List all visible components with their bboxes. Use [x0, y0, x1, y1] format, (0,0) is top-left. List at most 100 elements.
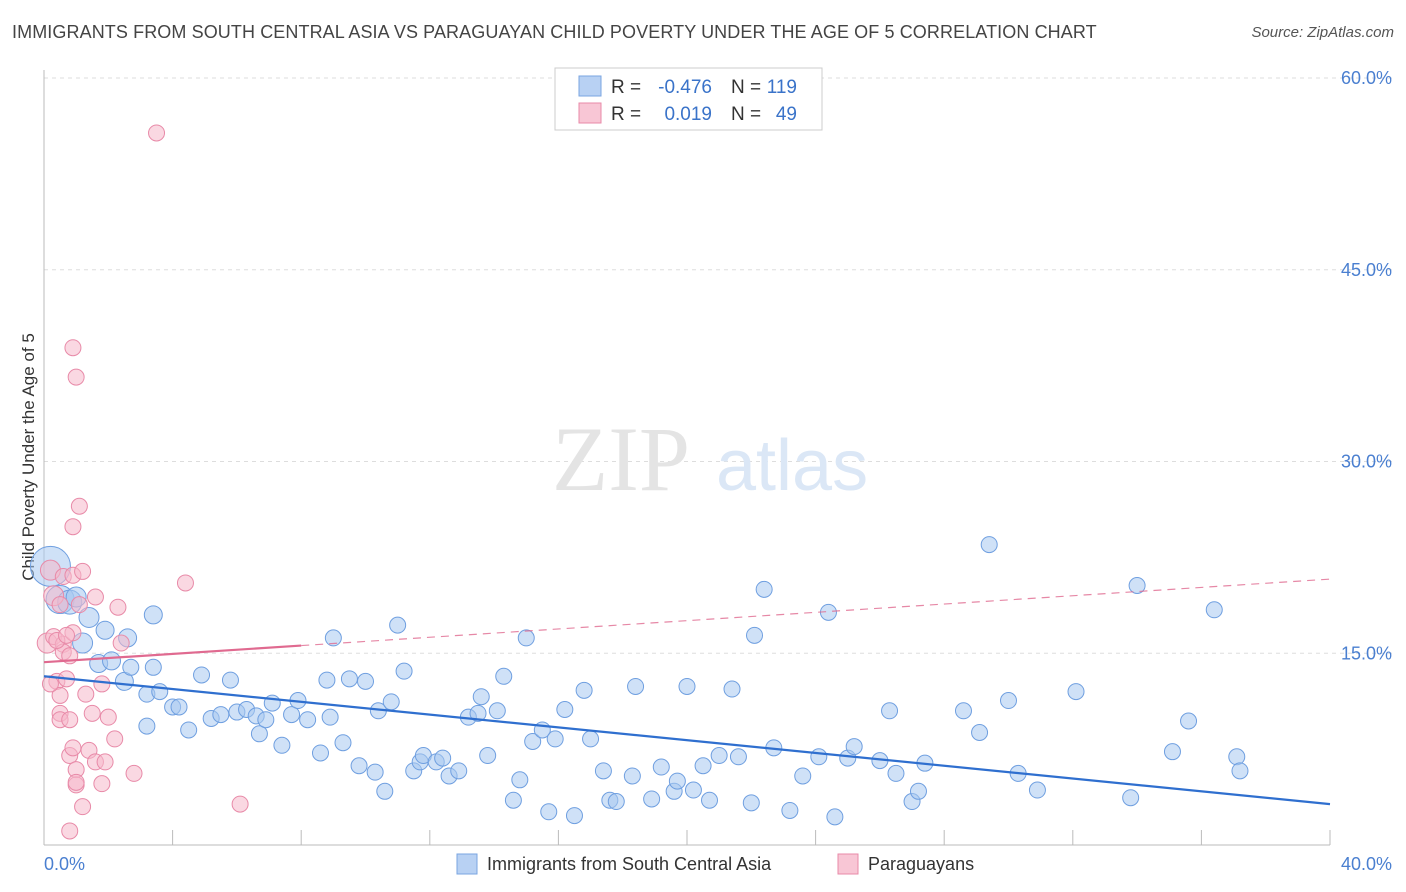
trend-lines [43, 578, 1331, 806]
point-immigrants [575, 681, 593, 699]
point-paraguayans [64, 518, 82, 536]
legend-swatch-pink [578, 102, 602, 124]
point-immigrants [472, 688, 490, 706]
point-immigrants [781, 801, 799, 819]
point-immigrants [1067, 683, 1085, 701]
point-immigrants [517, 629, 535, 647]
point-immigrants [746, 626, 764, 644]
legend-n-value-1: 119 [767, 77, 797, 98]
point-paraguayans [176, 574, 194, 592]
point-paraguayans [64, 739, 82, 757]
point-paraguayans [148, 124, 166, 142]
point-immigrants [755, 580, 773, 598]
point-immigrants [311, 744, 329, 762]
point-immigrants [954, 702, 972, 720]
point-immigrants [810, 748, 828, 766]
point-paraguayans [93, 675, 111, 693]
y-tick-labels: 15.0% 30.0% 45.0% 60.0% [1341, 68, 1392, 663]
stats-legend: R = -0.476 N = 119 R = 0.019 N = 49 [554, 67, 823, 131]
point-immigrants [318, 671, 336, 689]
trend-line-paraguayans-solid [43, 644, 302, 664]
point-paraguayans [93, 775, 111, 793]
point-immigrants [193, 666, 211, 684]
point-immigrants [376, 782, 394, 800]
point-immigrants [434, 749, 452, 767]
point-immigrants [971, 724, 989, 742]
watermark-zip: ZIP [552, 408, 690, 510]
point-immigrants [102, 651, 122, 671]
y-tick-label: 60.0% [1341, 68, 1392, 88]
point-immigrants [350, 757, 368, 775]
point-immigrants [1180, 712, 1198, 730]
point-paraguayans [109, 598, 127, 616]
point-immigrants [623, 767, 641, 785]
chart-title: IMMIGRANTS FROM SOUTH CENTRAL ASIA VS PA… [12, 22, 1097, 42]
point-immigrants [582, 730, 600, 748]
point-immigrants [1231, 762, 1249, 780]
point-immigrants [334, 734, 352, 752]
point-immigrants [382, 693, 400, 711]
point-paraguayans [58, 626, 76, 644]
point-immigrants [1228, 748, 1246, 766]
point-immigrants [389, 616, 407, 634]
legend-r-value-1: -0.476 [658, 77, 712, 98]
point-immigrants [257, 711, 275, 729]
grid-lines [44, 77, 1392, 654]
point-immigrants [250, 725, 268, 743]
point-immigrants [144, 658, 162, 676]
point-immigrants [495, 667, 513, 685]
point-immigrants [299, 711, 317, 729]
point-immigrants [524, 732, 542, 750]
point-immigrants [95, 620, 115, 640]
point-immigrants [1028, 781, 1046, 799]
point-immigrants [565, 807, 583, 825]
point-immigrants [122, 658, 140, 676]
point-immigrants [395, 662, 413, 680]
source-credit: Source: ZipAtlas.com [1251, 24, 1394, 41]
point-paraguayans [83, 704, 101, 722]
point-immigrants [652, 758, 670, 776]
legend-r-label-2: R = [611, 104, 641, 125]
legend-n-label-2: N = [731, 104, 761, 125]
y-tick-label: 45.0% [1341, 260, 1392, 280]
point-immigrants [479, 747, 497, 765]
point-paraguayans [112, 634, 130, 652]
point-immigrants [283, 706, 301, 724]
point-immigrants [143, 605, 163, 625]
point-immigrants [324, 629, 342, 647]
point-immigrants [594, 762, 612, 780]
point-immigrants [909, 782, 927, 800]
point-immigrants [273, 736, 291, 754]
series-legend: Immigrants from South Central Asia Parag… [456, 853, 974, 875]
point-paraguayans [51, 686, 69, 704]
point-immigrants [643, 790, 661, 808]
bottom-legend-label-paraguayans: Paraguayans [868, 854, 974, 874]
bottom-legend-label-immigrants: Immigrants from South Central Asia [487, 854, 772, 874]
point-paraguayans [64, 339, 82, 357]
bottom-legend-swatch-pink [837, 853, 859, 875]
point-immigrants [511, 771, 529, 789]
point-immigrants [151, 683, 169, 701]
point-immigrants [881, 702, 899, 720]
point-immigrants [180, 721, 198, 739]
legend-r-label-1: R = [611, 77, 641, 98]
point-immigrants [540, 803, 558, 821]
point-immigrants [556, 700, 574, 718]
point-immigrants [845, 738, 863, 756]
bottom-legend-swatch-blue [456, 853, 478, 875]
legend-swatch-blue [578, 75, 602, 97]
point-immigrants [1000, 692, 1017, 710]
trend-line-paraguayans-dashed [301, 578, 1331, 647]
series-immigrants-points [29, 536, 1249, 826]
point-immigrants [469, 704, 487, 722]
point-paraguayans [70, 596, 88, 614]
point-immigrants [221, 671, 239, 689]
point-immigrants [366, 763, 384, 781]
point-immigrants [723, 680, 741, 698]
point-immigrants [627, 677, 645, 695]
legend-n-value-2: 49 [776, 104, 797, 125]
point-paraguayans [74, 562, 92, 580]
point-paraguayans [231, 795, 249, 813]
point-immigrants [607, 793, 625, 811]
point-immigrants [357, 672, 374, 690]
